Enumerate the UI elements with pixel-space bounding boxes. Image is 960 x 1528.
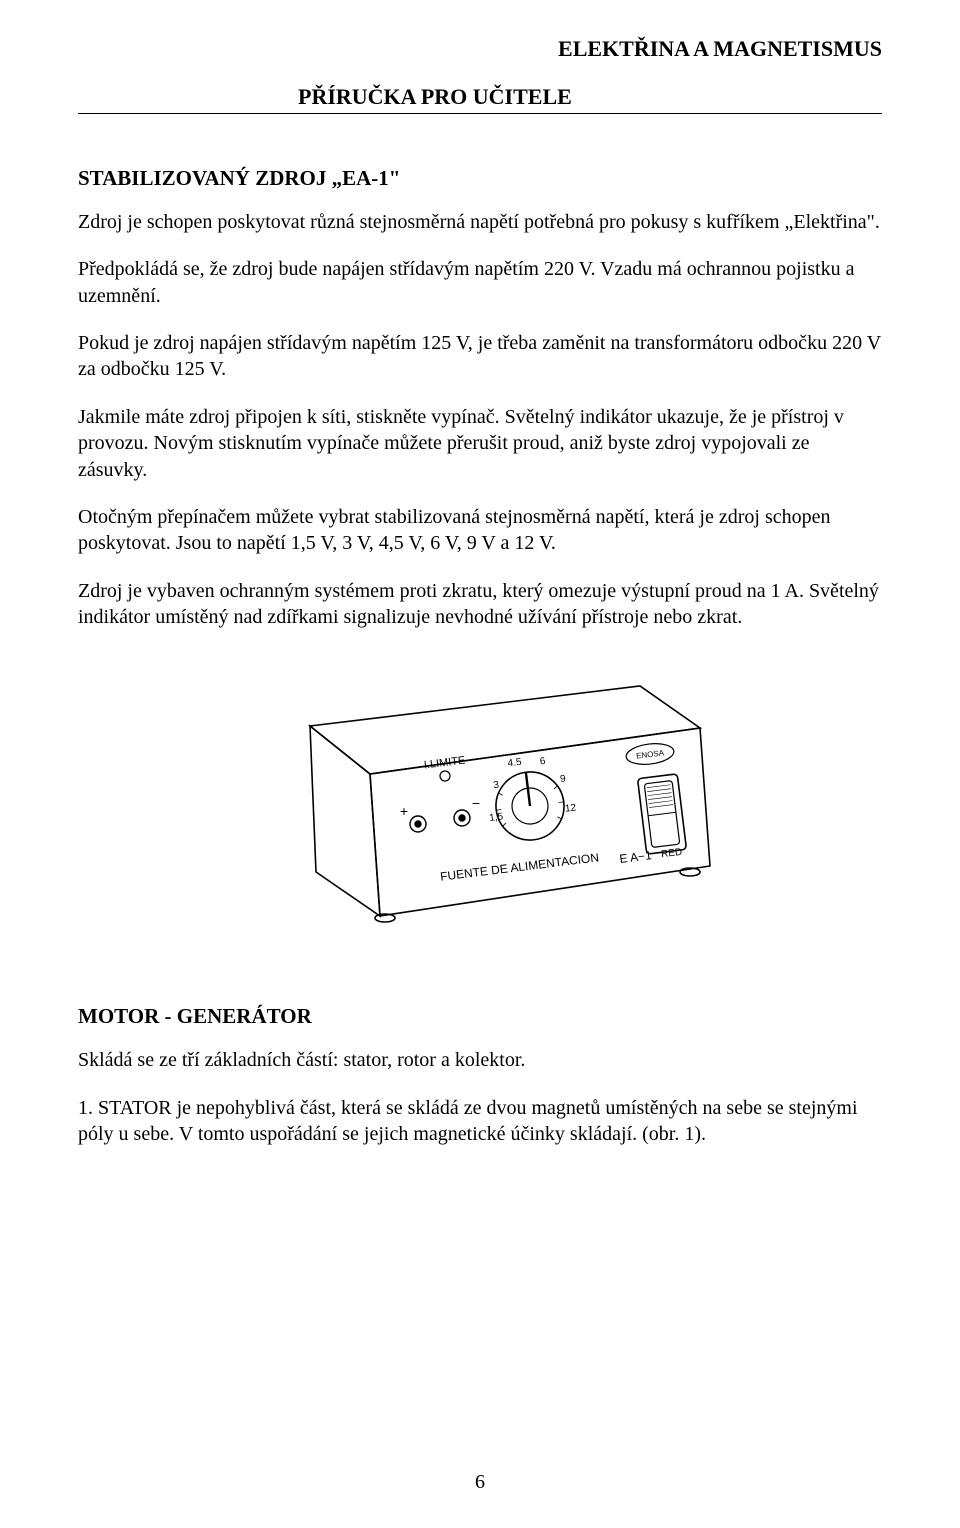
section2-p1: Skládá se ze tří základních částí: stato… (78, 1047, 882, 1073)
header-subtitle: PŘÍRUČKA PRO UČITELE (78, 84, 882, 110)
section1-p2: Předpokládá se, že zdroj bude napájen st… (78, 256, 882, 309)
svg-text:9: 9 (560, 774, 567, 786)
socket-plus-label: + (400, 803, 408, 819)
section1-p1: Zdroj je schopen poskytovat různá stejno… (78, 209, 882, 235)
device-panel-text1: FUENTE DE ALIMENTACION (439, 851, 599, 884)
socket-minus-label: − (472, 795, 480, 811)
device-figure: I.LIMITE 1,5 (220, 656, 740, 956)
svg-text:4.5: 4.5 (507, 757, 523, 770)
device-panel-text2: E A−1 (619, 849, 653, 867)
svg-text:1,5: 1,5 (489, 812, 505, 825)
section1-title: STABILIZOVANÝ ZDROJ „EA-1" (78, 166, 882, 191)
page-number: 6 (0, 1471, 960, 1494)
page: ELEKTŘINA A MAGNETISMUS PŘÍRUČKA PRO UČI… (0, 0, 960, 1528)
switch-label: RED (661, 847, 683, 860)
header-title-topright: ELEKTŘINA A MAGNETISMUS (78, 36, 882, 62)
svg-text:3: 3 (493, 780, 500, 792)
device-svg: I.LIMITE 1,5 (220, 656, 740, 956)
section1-p5: Otočným přepínačem můžete vybrat stabili… (78, 504, 882, 557)
power-switch-icon (638, 774, 687, 854)
socket-icons (410, 810, 470, 832)
device-ilimite-label: I.LIMITE (423, 755, 466, 772)
section1-p6: Zdroj je vybaven ochranným systémem prot… (78, 578, 882, 631)
section1-p4: Jakmile máte zdroj připojen k síti, stis… (78, 404, 882, 483)
brand-oval-icon: ENOSA (625, 742, 675, 768)
ilimite-led-icon (440, 771, 450, 781)
section2-p2: 1. STATOR je nepohyblivá část, která se … (78, 1095, 882, 1148)
svg-text:ENOSA: ENOSA (636, 749, 666, 761)
knob-icon (492, 769, 568, 845)
svg-text:12: 12 (564, 803, 577, 815)
section1-p3: Pokud je zdroj napájen střídavým napětím… (78, 330, 882, 383)
svg-text:6: 6 (539, 756, 546, 768)
header-divider (78, 113, 882, 114)
section2-title: MOTOR - GENERÁTOR (78, 1004, 882, 1029)
